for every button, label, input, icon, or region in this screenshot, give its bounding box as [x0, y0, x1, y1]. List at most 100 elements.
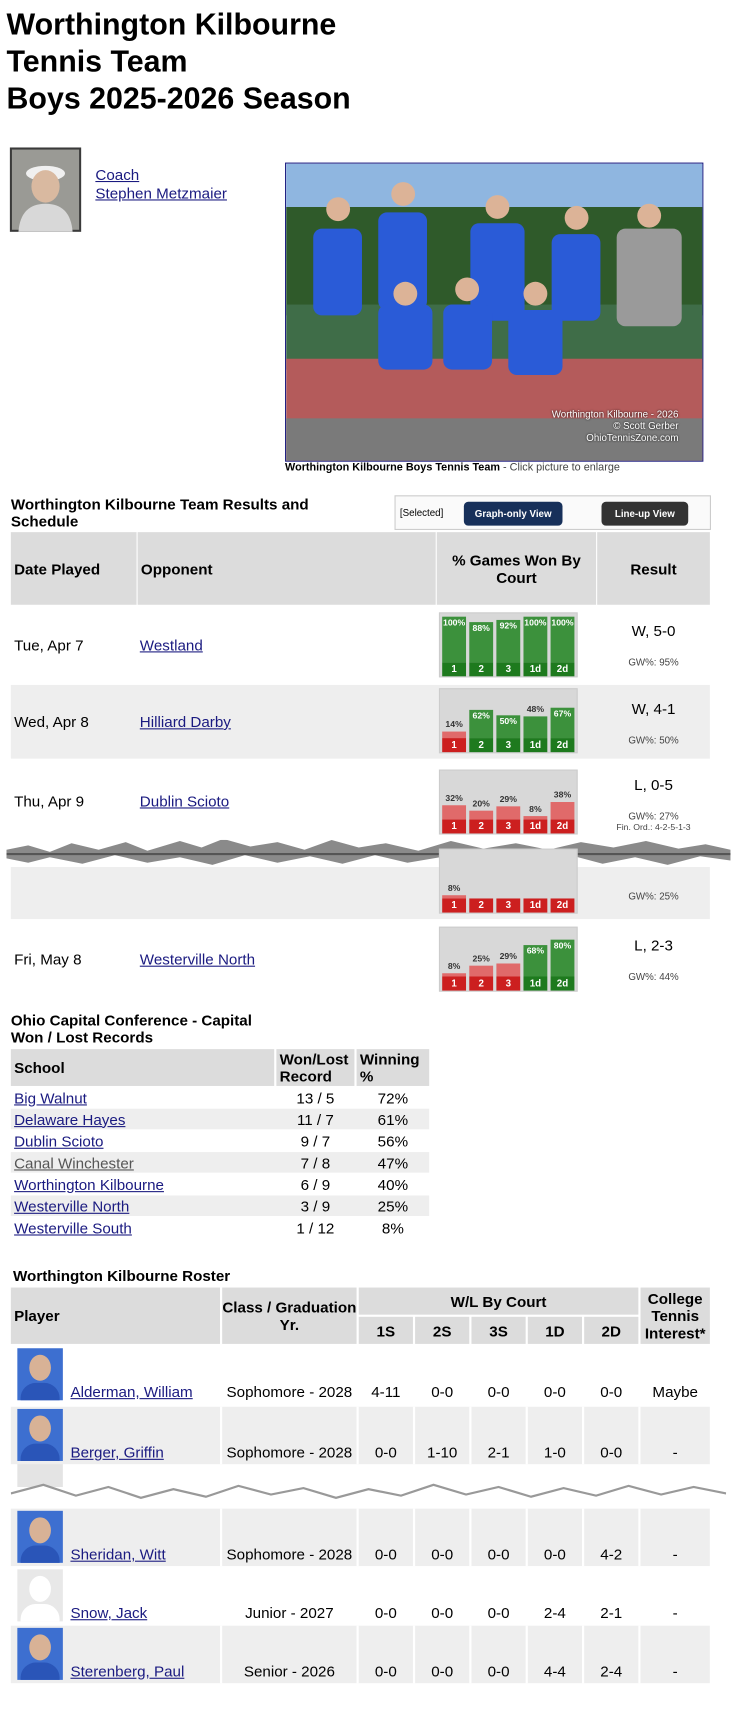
court-pct: 8%	[447, 960, 461, 971]
court-pct: 67%	[553, 708, 572, 719]
winning-pct: 8%	[381, 1218, 404, 1237]
school-link[interactable]: Big Walnut	[14, 1088, 87, 1107]
roster-row	[10, 1625, 710, 1684]
opponent-link[interactable]: Westerville North	[139, 950, 256, 968]
school-link[interactable]: Delaware Hayes	[14, 1110, 126, 1128]
court-record: 0-0	[487, 1662, 510, 1680]
result: L, 2-3	[634, 936, 673, 954]
court-record: 0-0	[487, 1545, 510, 1563]
court-pct: 62%	[472, 710, 490, 721]
cell-divider	[525, 1346, 528, 1404]
court-record: 0-0	[543, 1382, 566, 1401]
roster-row	[10, 1567, 710, 1625]
court-label: 1	[442, 738, 467, 753]
court-pct: 38%	[553, 790, 572, 800]
games-won-pct: GW%: 44%	[628, 971, 679, 982]
court-bar	[523, 716, 548, 739]
opponent-link[interactable]: Hilliard Darby	[139, 713, 231, 731]
coach-name[interactable]: Stephen Metzmaier	[95, 184, 227, 202]
caption-hint: - Click picture to enlarge	[500, 461, 620, 474]
player-body	[20, 1604, 60, 1622]
player-link[interactable]: Sterenberg, Paul	[70, 1662, 185, 1680]
games-won-pct: GW%: 25%	[628, 890, 679, 902]
lineup-view-button[interactable]: Line-up View	[601, 501, 689, 526]
cell-divider	[709, 1567, 713, 1625]
watermark-line: OhioTennisZone.com	[586, 432, 679, 444]
school-link[interactable]: Worthington Kilbourne	[14, 1175, 164, 1193]
column-header: 2S	[415, 1316, 470, 1344]
tear	[6, 838, 731, 865]
watermark-line: Worthington Kilbourne - 2026	[551, 408, 679, 420]
court-label: 1d	[523, 738, 548, 753]
school-link[interactable]: Westerville North	[14, 1197, 130, 1215]
court-bar	[469, 965, 494, 977]
court-record: 2-1	[600, 1604, 623, 1622]
photo-art	[286, 163, 703, 461]
record: 9 / 7	[300, 1132, 331, 1150]
column-header: 1D	[527, 1316, 583, 1344]
coach-link[interactable]: Coach Stephen Metzmaier	[95, 166, 227, 203]
date: Wed, Apr 8	[14, 713, 89, 731]
cell-divider	[709, 1346, 713, 1404]
conference-title-line: Won / Lost Records	[10, 1028, 154, 1046]
result: W, 4-1	[631, 700, 676, 718]
school-link[interactable]: Westerville South	[14, 1218, 132, 1237]
cell-divider	[525, 1406, 528, 1465]
coach-photo	[9, 147, 82, 232]
cell-divider	[412, 1508, 416, 1567]
court-label: 2d	[550, 819, 575, 834]
court-pct: 48%	[526, 704, 545, 715]
player-link[interactable]: Berger, Griffin	[70, 1443, 164, 1461]
court-label: 1d	[523, 819, 548, 834]
winning-pct: 56%	[377, 1132, 409, 1150]
cell-divider	[638, 1406, 641, 1465]
court-label: 1	[442, 898, 467, 913]
court-label: 2	[469, 819, 494, 834]
cell-divider	[582, 1346, 585, 1404]
court-label: 2d	[550, 662, 575, 677]
opponent-link[interactable]: Dublin Scioto	[139, 791, 230, 810]
college-interest: -	[672, 1545, 678, 1563]
school-link[interactable]: Canal Winchester	[14, 1153, 134, 1172]
conference-title: Ohio Capital Conference - Capital Won / …	[11, 1011, 252, 1046]
graph-view-button[interactable]: Graph-only View	[463, 501, 563, 526]
player-link[interactable]: Sheridan, Witt	[70, 1545, 166, 1563]
court-pct: 68%	[526, 946, 545, 957]
court-label: 2d	[550, 898, 575, 913]
court-label: 2d	[550, 738, 575, 753]
court-record: 1-0	[543, 1443, 566, 1461]
cell-divider	[412, 1625, 416, 1684]
court-label: 2	[469, 976, 494, 991]
column-header: Class / Graduation Yr.	[222, 1287, 357, 1344]
school-link[interactable]: Dublin Scioto	[14, 1132, 104, 1150]
court-pct: 100%	[443, 617, 466, 628]
cell-divider	[582, 1625, 585, 1684]
player-body	[20, 1662, 60, 1680]
court-bar	[496, 715, 521, 739]
player-link[interactable]: Snow, Jack	[70, 1604, 148, 1622]
court-label: 3	[496, 898, 521, 913]
player-photo	[17, 1408, 63, 1461]
class-year: Junior - 2027	[245, 1604, 334, 1622]
cell-divider	[356, 1406, 359, 1465]
opponent-link[interactable]: Westland	[139, 636, 203, 654]
court-label: 2	[469, 662, 494, 677]
court-record: 0-0	[487, 1604, 510, 1622]
court-bar	[550, 707, 575, 739]
court-label: 1d	[523, 662, 548, 677]
player-head	[29, 1517, 51, 1544]
cell-divider	[469, 1346, 472, 1404]
result-row	[10, 606, 710, 683]
cell-divider	[709, 1508, 713, 1567]
coach-role[interactable]: Coach	[95, 165, 140, 184]
cell-divider	[220, 1625, 223, 1684]
conference-title-line: Ohio Capital Conference - Capital	[10, 1011, 252, 1029]
court-pct: 8%	[529, 803, 542, 814]
column-header: Won/Lost Record	[276, 1049, 355, 1086]
team-photo[interactable]: Worthington Kilbourne - 2026 © Scott Ger…	[285, 162, 704, 462]
games-won-pct: GW%: 95%	[628, 656, 679, 668]
court-pct: 14%	[445, 719, 463, 730]
court-pct: 88%	[472, 623, 490, 633]
court-record: 2-1	[487, 1443, 510, 1461]
player-link[interactable]: Alderman, William	[70, 1382, 193, 1401]
